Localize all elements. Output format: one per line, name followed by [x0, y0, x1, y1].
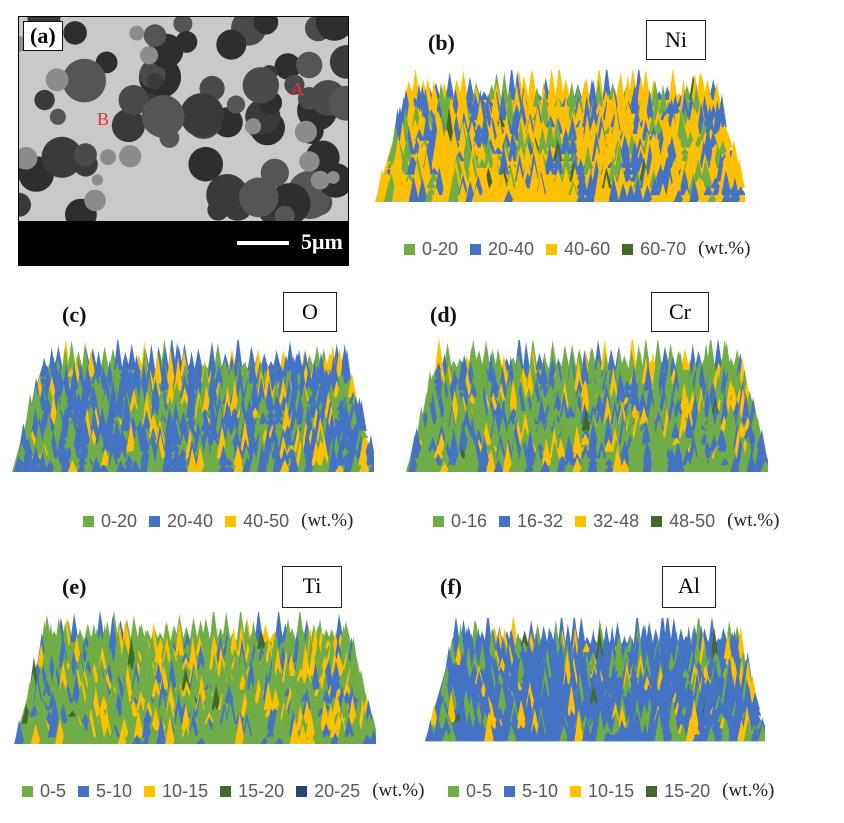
legend-swatch [404, 243, 415, 255]
legend-item: 5-10 [504, 781, 558, 802]
legend-item: 0-20 [83, 511, 137, 532]
legend-swatch [22, 785, 33, 797]
element-label-ti: Ti [282, 566, 342, 608]
legend-label: 0-5 [40, 780, 67, 801]
sem-image [19, 17, 348, 221]
point-b-marker: B [97, 109, 110, 129]
legend-swatch [575, 515, 587, 527]
legend-item: 0-5 [22, 781, 66, 802]
legend-label: 40-50 [243, 510, 290, 531]
panel-label-e: (e) [62, 574, 87, 599]
scale-bar-background [19, 221, 348, 265]
legend-swatch [149, 515, 161, 527]
legend-unit: (wt.%) [722, 780, 775, 801]
legend-unit: (wt.%) [301, 510, 354, 531]
legend-label: 48-50 [669, 510, 716, 531]
legend-unit: (wt.%) [727, 510, 780, 531]
legend-swatch [144, 785, 156, 797]
o-legend: 0-20 20-40 40-50 (wt.%) [83, 510, 353, 532]
legend-swatch [448, 785, 459, 797]
panel-label-b: (b) [428, 30, 455, 55]
legend-label: 10-15 [588, 780, 635, 801]
legend-swatch [470, 243, 482, 255]
legend-swatch [296, 785, 308, 797]
legend-item: 20-40 [470, 239, 534, 260]
legend-label: 20-40 [167, 510, 214, 531]
element-label-o: O [283, 292, 337, 332]
legend-swatch [504, 785, 516, 797]
legend-label: 0-16 [451, 510, 488, 531]
ti-distribution-surface [14, 612, 376, 744]
legend-label: 60-70 [640, 238, 687, 259]
legend-label: 40-60 [564, 238, 611, 259]
legend-item: 60-70 [622, 239, 686, 260]
legend-item: 10-15 [144, 781, 208, 802]
element-label-al: Al [662, 566, 716, 608]
panel-label-a: (a) [23, 21, 63, 51]
legend-label: 16-32 [517, 510, 564, 531]
legend-item: 0-16 [433, 511, 487, 532]
legend-item: 5-10 [78, 781, 132, 802]
legend-item: 40-50 [225, 511, 289, 532]
scale-bar [237, 241, 289, 245]
legend-swatch [220, 785, 232, 797]
cr-distribution-surface [406, 340, 768, 472]
ni-distribution-surface [375, 70, 745, 202]
legend-label: 32-48 [593, 510, 640, 531]
legend-unit: (wt.%) [698, 238, 751, 259]
al-legend: 0-5 5-10 10-15 15-20 (wt.%) [448, 780, 774, 802]
legend-item: 48-50 [651, 511, 715, 532]
legend-swatch [225, 515, 237, 527]
legend-label: 0-20 [101, 510, 138, 531]
legend-swatch [570, 785, 582, 797]
sem-micrograph: 5μm (a) A B [18, 16, 349, 266]
legend-label: 5-10 [96, 780, 133, 801]
legend-item: 15-20 [646, 781, 710, 802]
legend-label: 20-25 [314, 780, 361, 801]
legend-label: 0-5 [466, 780, 493, 801]
legend-item: 20-40 [149, 511, 213, 532]
legend-unit: (wt.%) [372, 780, 425, 801]
legend-item: 10-15 [570, 781, 634, 802]
legend-swatch [499, 515, 511, 527]
legend-item: 15-20 [220, 781, 284, 802]
legend-item: 40-60 [546, 239, 610, 260]
legend-swatch [83, 515, 94, 527]
legend-swatch [433, 515, 444, 527]
cr-legend: 0-16 16-32 32-48 48-50 (wt.%) [433, 510, 779, 532]
legend-label: 0-20 [422, 238, 459, 259]
legend-label: 10-15 [162, 780, 209, 801]
panel-label-d: (d) [430, 302, 457, 327]
panel-label-f: (f) [440, 574, 462, 599]
legend-label: 20-40 [488, 238, 535, 259]
panel-label-c: (c) [62, 302, 87, 327]
element-label-ni: Ni [646, 20, 706, 60]
legend-swatch [546, 243, 558, 255]
legend-item: 20-25 [296, 781, 360, 802]
point-a-marker: A [291, 79, 304, 99]
legend-item: 16-32 [499, 511, 563, 532]
element-label-cr: Cr [651, 292, 709, 332]
legend-swatch [651, 515, 663, 527]
al-distribution-surface [425, 618, 765, 742]
ni-legend: 0-20 20-40 40-60 60-70 (wt.%) [404, 238, 750, 260]
ti-legend: 0-5 5-10 10-15 15-20 20-25 (wt.%) [22, 780, 424, 802]
scale-bar-label: 5μm [301, 229, 343, 254]
o-distribution-surface [12, 340, 374, 472]
legend-item: 32-48 [575, 511, 639, 532]
legend-swatch [622, 243, 634, 255]
legend-swatch [646, 785, 658, 797]
legend-item: 0-20 [404, 239, 458, 260]
legend-label: 15-20 [664, 780, 711, 801]
legend-item: 0-5 [448, 781, 492, 802]
legend-label: 15-20 [238, 780, 285, 801]
legend-swatch [78, 785, 90, 797]
legend-label: 5-10 [522, 780, 559, 801]
